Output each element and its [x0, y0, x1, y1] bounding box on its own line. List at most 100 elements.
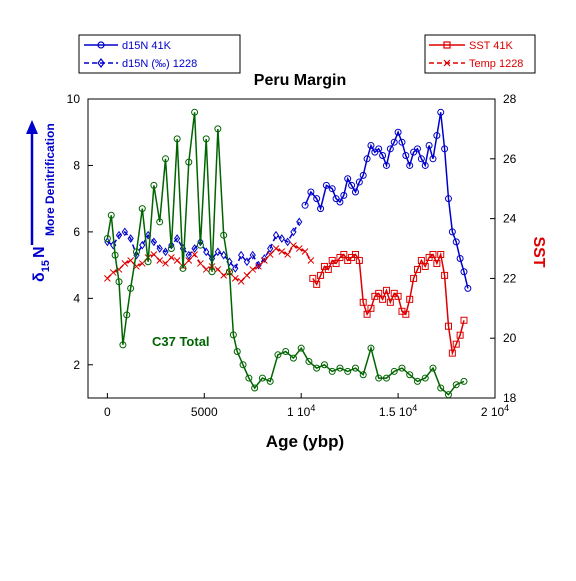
data-point — [251, 384, 259, 392]
data-point — [344, 175, 352, 183]
data-point — [156, 257, 164, 264]
data-point — [156, 244, 163, 253]
c37-annotation: C37 Total — [152, 334, 210, 349]
data-point — [421, 161, 429, 169]
data-point — [173, 135, 181, 143]
data-point — [351, 250, 359, 258]
data-point — [402, 310, 410, 318]
data-point — [460, 316, 468, 324]
data-point — [452, 340, 460, 348]
data-point — [317, 271, 325, 279]
x-tick-label: 2 104 — [481, 403, 509, 419]
series-layer — [103, 108, 472, 399]
data-point — [282, 347, 290, 355]
data-point — [429, 364, 437, 372]
legend-item-d15n-1228: d15N (‰) 1228 — [84, 58, 197, 70]
data-point — [340, 191, 348, 199]
data-point — [382, 161, 390, 169]
data-point — [367, 142, 375, 150]
legend-right-box — [424, 34, 536, 74]
data-point — [351, 364, 359, 372]
data-point — [464, 284, 472, 292]
data-point — [460, 268, 468, 276]
data-point — [456, 331, 464, 339]
data-point — [313, 364, 321, 372]
circle-marker-icon — [97, 41, 105, 49]
data-point — [162, 155, 170, 163]
data-point — [267, 244, 274, 253]
data-point — [417, 256, 425, 264]
data-point — [444, 391, 452, 399]
data-point — [237, 250, 245, 260]
data-point — [284, 237, 291, 247]
right-axis-label: SST — [530, 236, 547, 267]
svg-text:δ15N: δ15 N — [31, 246, 52, 282]
data-point — [386, 145, 394, 153]
data-point — [214, 125, 222, 133]
data-point — [359, 171, 367, 179]
data-point — [185, 158, 193, 166]
data-point — [320, 361, 328, 369]
x-axis-label: Age (ybp) — [266, 432, 344, 451]
data-point — [237, 278, 245, 285]
x-tick-label: 1 104 — [287, 403, 315, 419]
x-tick-label: 0 — [104, 405, 111, 419]
data-point — [191, 244, 198, 253]
data-point — [243, 272, 251, 279]
data-point — [239, 361, 247, 369]
data-point — [406, 161, 414, 169]
data-point — [297, 344, 305, 352]
data-point — [202, 266, 210, 273]
data-point — [191, 251, 198, 258]
data-point — [266, 251, 274, 258]
data-point — [348, 181, 356, 189]
data-point — [301, 201, 309, 209]
data-point — [290, 242, 297, 249]
left-tick-label: 6 — [73, 225, 80, 239]
left-axis-ticks: 2 4 6 8 10 — [67, 92, 93, 372]
data-point — [413, 265, 421, 273]
data-point — [441, 271, 449, 279]
data-point — [196, 241, 204, 249]
data-point — [127, 234, 134, 243]
data-point — [375, 374, 383, 382]
legend-right: SST 41K Temp 1228 — [424, 34, 536, 74]
data-point — [150, 251, 158, 258]
series-c37-total — [103, 108, 468, 399]
data-point — [229, 331, 237, 339]
legend-item-sst-41k: SST 41K — [429, 40, 513, 52]
legend-left-box — [78, 34, 241, 74]
data-point — [421, 262, 429, 270]
data-point — [295, 245, 303, 252]
data-point — [448, 349, 456, 357]
data-point — [382, 374, 390, 382]
data-point — [220, 231, 228, 239]
data-point — [103, 235, 111, 243]
data-point — [359, 298, 367, 306]
data-point — [452, 381, 460, 389]
data-point — [452, 238, 460, 246]
legend-label-d15n-41k: d15N 41K — [122, 40, 172, 52]
legend-label-d15n-1228: d15N (‰) 1228 — [122, 58, 197, 70]
data-point — [313, 280, 321, 288]
series-sst-41k — [309, 250, 468, 357]
x-marker-icon — [443, 59, 451, 67]
left-tick-label: 2 — [73, 358, 80, 372]
data-point — [336, 364, 344, 372]
right-tick-label: 22 — [503, 271, 517, 285]
denitrification-arrow — [26, 120, 38, 245]
data-point — [150, 237, 158, 247]
data-point — [208, 268, 216, 276]
data-point — [363, 155, 371, 163]
left-axis-label-sub: 15 — [40, 260, 52, 272]
data-point — [359, 371, 367, 379]
data-point — [425, 142, 433, 150]
data-point — [421, 374, 429, 382]
data-point — [110, 240, 117, 250]
data-point — [429, 155, 437, 163]
data-point — [313, 195, 321, 203]
data-point — [167, 254, 175, 261]
data-point — [156, 218, 164, 226]
data-point — [351, 188, 359, 196]
